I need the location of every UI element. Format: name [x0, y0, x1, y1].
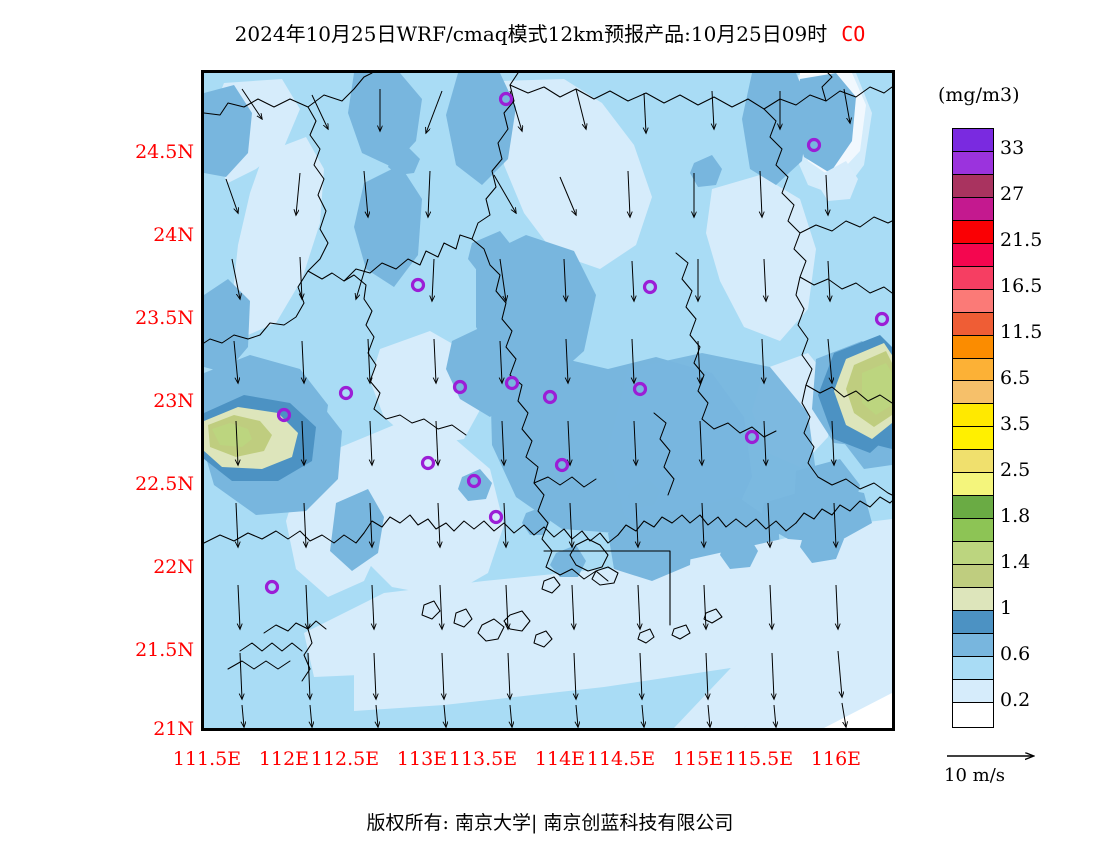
station-marker	[642, 279, 658, 295]
colorbar-band-19	[953, 565, 993, 589]
colorbar-band-20	[953, 588, 993, 612]
title-text: 2024年10月25日WRF/cmaq模式12km预报产品:10月25日09时	[234, 22, 828, 46]
x-axis-tick-113.5E: 113.5E	[448, 748, 518, 770]
colorbar-band-8	[953, 312, 993, 336]
colorbar-band-11	[953, 381, 993, 405]
y-axis-tick-23N: 23N	[153, 390, 194, 412]
colorbar-band-16	[953, 496, 993, 520]
y-axis-tick-22N: 22N	[153, 556, 194, 578]
colorbar-tick-33: 33	[1000, 137, 1025, 159]
y-axis-tick-22.5N: 22.5N	[135, 473, 194, 495]
colorbar-band-15	[953, 473, 993, 497]
x-axis-tick-112E: 112E	[258, 748, 310, 770]
colorbar-tick-3.5: 3.5	[1000, 413, 1031, 435]
station-marker	[420, 455, 436, 471]
station-marker	[744, 429, 760, 445]
copyright-footer: 版权所有: 南京大学| 南京创蓝科技有限公司	[366, 812, 734, 834]
x-axis-tick-115.5E: 115.5E	[724, 748, 794, 770]
y-axis-tick-21N: 21N	[153, 718, 194, 740]
colorbar-band-6	[953, 266, 993, 290]
x-axis-tick-115E: 115E	[672, 748, 724, 770]
colorbar-band-21	[953, 611, 993, 634]
colorbar-band-10	[953, 358, 993, 382]
station-marker	[466, 473, 482, 489]
colorbar-band-12	[953, 404, 993, 428]
station-marker	[554, 457, 570, 473]
y-axis-tick-24N: 24N	[153, 224, 194, 246]
colorbar-band-24	[953, 679, 993, 703]
colorbar-units-label: (mg/m3)	[938, 84, 1020, 106]
x-axis-tick-112.5E: 112.5E	[310, 748, 380, 770]
x-axis-tick-111.5E: 111.5E	[172, 748, 242, 770]
station-marker	[338, 385, 354, 401]
y-axis-tick-23.5N: 23.5N	[135, 307, 194, 329]
x-axis-tick-114.5E: 114.5E	[586, 748, 656, 770]
map-plot-area[interactable]	[201, 70, 895, 731]
colorbar-band-22	[953, 633, 993, 657]
colorbar-band-18	[953, 542, 993, 566]
colorbar-tick-1: 1	[1000, 597, 1013, 619]
station-marker	[264, 579, 280, 595]
colorbar-tick-21.5: 21.5	[1000, 229, 1043, 251]
colorbar-tick-2.5: 2.5	[1000, 459, 1031, 481]
station-marker	[452, 379, 468, 395]
colorbar-tick-27: 27	[1000, 183, 1025, 205]
station-marker	[498, 91, 514, 107]
station-marker	[410, 277, 426, 293]
colorbar-tick-1.8: 1.8	[1000, 505, 1031, 527]
colorbar-band-4	[953, 220, 993, 244]
colorbar-band-0	[953, 129, 993, 152]
colorbar-band-5	[953, 243, 993, 267]
station-marker-layer[interactable]	[264, 91, 890, 595]
colorbar-band-25	[953, 702, 993, 726]
wind-scale-key	[945, 748, 1085, 772]
colorbar-band-14	[953, 450, 993, 474]
title-species-label: CO	[841, 22, 866, 46]
page-title: 2024年10月25日WRF/cmaq模式12km预报产品:10月25日09时 C…	[0, 18, 1100, 47]
x-axis-tick-113E: 113E	[396, 748, 448, 770]
colorbar-band-9	[953, 335, 993, 359]
station-marker	[874, 311, 890, 327]
colorbar-band-17	[953, 519, 993, 543]
station-marker	[542, 389, 558, 405]
colorbar-band-23	[953, 656, 993, 680]
map-canvas	[204, 73, 892, 728]
wind-scale-label: 10 m/s	[944, 765, 1005, 786]
y-axis-tick-21.5N: 21.5N	[135, 639, 194, 661]
colorbar-band-13	[953, 427, 993, 451]
y-axis-tick-24.5N: 24.5N	[135, 141, 194, 163]
colorbar[interactable]	[952, 128, 994, 728]
colorbar-band-3	[953, 197, 993, 221]
arrow-right-icon	[947, 748, 1055, 768]
colorbar-tick-16.5: 16.5	[1000, 275, 1043, 297]
station-marker	[806, 137, 822, 153]
colorbar-tick-0.2: 0.2	[1000, 689, 1031, 711]
colorbar-band-7	[953, 289, 993, 313]
colorbar-band-2	[953, 174, 993, 198]
boundary-lines-layer	[204, 73, 892, 682]
station-marker	[488, 509, 504, 525]
colorbar-band-1	[953, 151, 993, 175]
wind-vector-layer	[225, 88, 850, 727]
contour-fill-layer	[204, 73, 892, 728]
station-marker	[632, 381, 648, 397]
colorbar-tick-11.5: 11.5	[1000, 321, 1043, 343]
colorbar-tick-1.4: 1.4	[1000, 551, 1031, 573]
colorbar-tick-0.6: 0.6	[1000, 643, 1031, 665]
colorbar-tick-6.5: 6.5	[1000, 367, 1031, 389]
station-marker	[504, 375, 520, 391]
x-axis-tick-116E: 116E	[810, 748, 862, 770]
x-axis-tick-114E: 114E	[534, 748, 586, 770]
station-marker	[276, 407, 292, 423]
